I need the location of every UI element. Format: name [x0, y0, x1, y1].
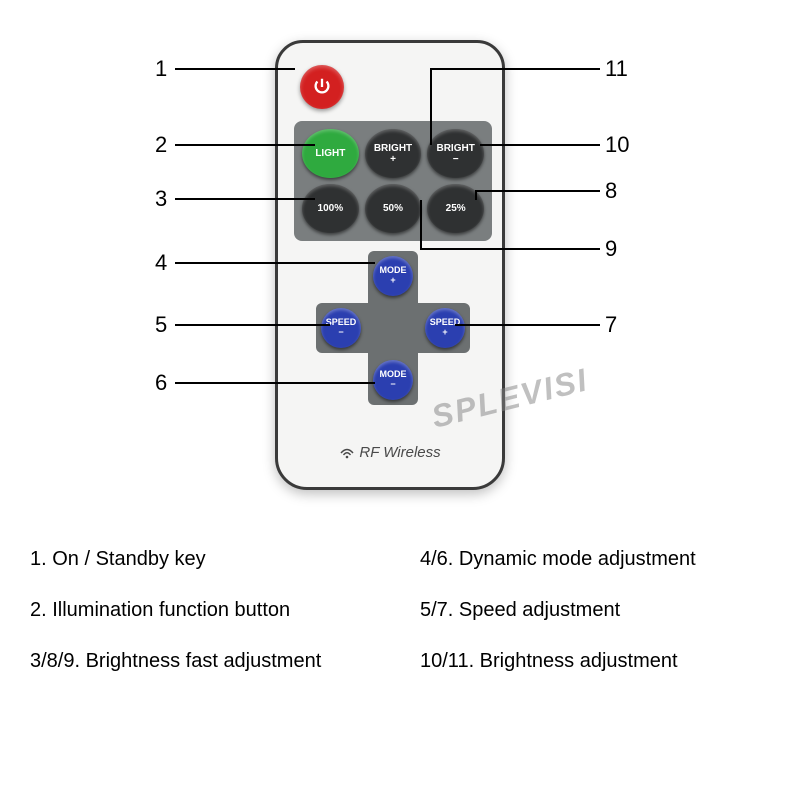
- legend-item-3: 5/7. Speed adjustment: [420, 599, 770, 622]
- callout-line-5: [175, 324, 330, 326]
- wifi-icon: [339, 447, 355, 459]
- callout-line-10: [480, 144, 600, 146]
- callout-8: 8: [605, 178, 617, 204]
- rf-text: RF Wireless: [359, 444, 440, 461]
- callout-6: 6: [155, 370, 167, 396]
- power-button[interactable]: [300, 65, 344, 109]
- grid-button-0[interactable]: LIGHT: [302, 129, 359, 178]
- callout-10: 10: [605, 132, 629, 158]
- callout-3: 3: [155, 186, 167, 212]
- callout-5: 5: [155, 312, 167, 338]
- callout-line-11: [430, 68, 600, 70]
- button-grid-panel: LIGHTBRIGHT+BRIGHT−100%50%25%: [294, 121, 492, 241]
- callout-1: 1: [155, 56, 167, 82]
- grid-button-4[interactable]: 50%: [365, 184, 422, 233]
- grid-button-2[interactable]: BRIGHT−: [427, 129, 484, 178]
- callout-line-6: [175, 382, 375, 384]
- mode-minus-button[interactable]: MODE−: [373, 360, 413, 400]
- legend-item-0: 1. On / Standby key: [30, 548, 380, 571]
- callout-line-4: [175, 262, 375, 264]
- grid-button-3[interactable]: 100%: [302, 184, 359, 233]
- speed-minus-button[interactable]: SPEED−: [321, 308, 361, 348]
- callout-7: 7: [605, 312, 617, 338]
- callout-9: 9: [605, 236, 617, 262]
- callout-line-7: [455, 324, 600, 326]
- legend: 1. On / Standby key 4/6. Dynamic mode adj…: [30, 548, 770, 673]
- callout-11: 11: [605, 56, 628, 82]
- callout-line-9: [420, 248, 600, 250]
- callout-line-8: [475, 190, 600, 192]
- legend-item-2: 2. Illumination function button: [30, 599, 380, 622]
- power-icon: [311, 76, 333, 98]
- legend-item-4: 3/8/9. Brightness fast adjustment: [30, 650, 380, 673]
- speed-plus-button[interactable]: SPEED+: [425, 308, 465, 348]
- mode-plus-button[interactable]: MODE+: [373, 256, 413, 296]
- dpad-horizontal: SPEED− SPEED+: [316, 303, 470, 353]
- grid-button-1[interactable]: BRIGHT+: [365, 129, 422, 178]
- legend-item-5: 10/11. Brightness adjustment: [420, 650, 770, 673]
- callout-4: 4: [155, 250, 167, 276]
- rf-label: RF Wireless: [278, 444, 502, 461]
- callout-2: 2: [155, 132, 167, 158]
- callout-line-2: [175, 144, 315, 146]
- callout-line-3: [175, 198, 315, 200]
- legend-item-1: 4/6. Dynamic mode adjustment: [420, 548, 770, 571]
- callout-line-1: [175, 68, 295, 70]
